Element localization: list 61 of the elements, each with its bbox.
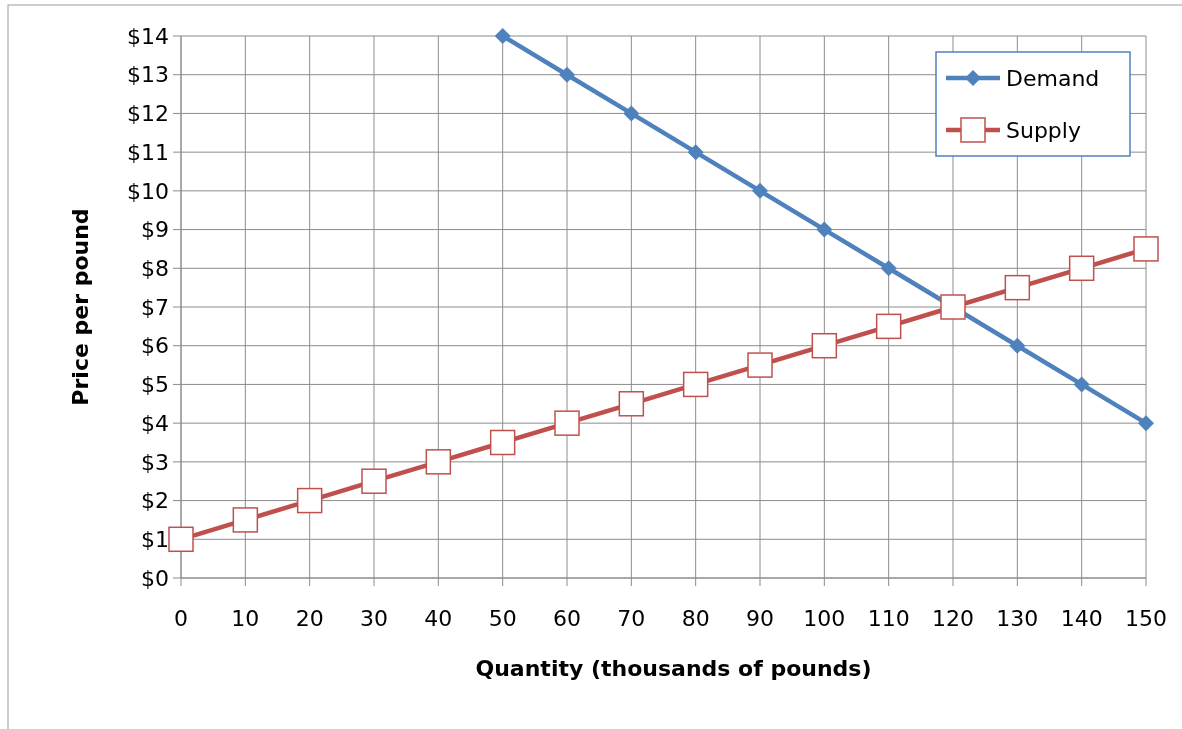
y-tick-label: $14 (127, 23, 169, 49)
x-tick-label: 90 (746, 606, 774, 631)
y-tick-label: $10 (127, 178, 169, 204)
point (1004, 274, 1031, 301)
y-tick-label: $5 (141, 372, 169, 398)
point (554, 410, 580, 436)
y-tick-label: $11 (127, 139, 169, 165)
y-tick-label: $8 (141, 255, 169, 281)
x-axis-title: Quantity (thousands of pounds) (475, 656, 872, 681)
point (623, 105, 640, 122)
point (1138, 415, 1154, 432)
y-tick-label: $7 (141, 294, 169, 320)
x-tick-label: 70 (617, 606, 646, 631)
point (361, 468, 387, 494)
x-tick-label: 100 (803, 606, 846, 631)
point (875, 313, 902, 340)
y-tick-label: $2 (141, 488, 169, 514)
point (747, 352, 773, 378)
x-tick-label: 120 (932, 606, 974, 631)
y-tick-label: $4 (141, 410, 169, 436)
x-tick-label: 10 (231, 606, 260, 631)
x-tick-label: 130 (996, 606, 1039, 631)
point (296, 487, 323, 514)
point (880, 260, 897, 277)
y-tick-label: $1 (141, 526, 169, 552)
point (559, 66, 575, 83)
y-tick-label: $9 (141, 217, 169, 243)
x-tick-label: 40 (424, 606, 453, 631)
point (682, 371, 709, 398)
x-tick-label: 80 (681, 606, 710, 631)
y-tick-label: $12 (127, 101, 169, 127)
point (232, 507, 259, 533)
point (1068, 255, 1095, 282)
point (168, 526, 194, 553)
y-tick-label: $3 (141, 449, 169, 475)
point (618, 391, 645, 417)
point (816, 221, 833, 238)
x-tick-label: 20 (295, 606, 324, 631)
y-tick-label: $0 (141, 565, 169, 591)
legend-label: Supply (1006, 117, 1081, 143)
point (940, 294, 966, 320)
point (1073, 376, 1090, 393)
x-tick-label: 150 (1125, 606, 1167, 631)
x-tick-label: 30 (360, 606, 388, 631)
x-tick-label: 0 (174, 606, 188, 631)
legend-label: Demand (1006, 65, 1100, 91)
point (811, 332, 838, 359)
point (494, 28, 511, 44)
y-axis-title: Price per pound (68, 208, 93, 406)
point (687, 144, 704, 161)
point (1133, 236, 1159, 262)
point (1009, 337, 1026, 354)
x-tick-label: 140 (1060, 606, 1103, 631)
x-tick-label: 50 (488, 606, 517, 631)
point (425, 449, 452, 475)
y-tick-label: $6 (141, 333, 169, 359)
point (752, 182, 768, 199)
point (489, 429, 516, 456)
x-tick-label: 60 (553, 606, 581, 631)
x-tick-label: 110 (867, 606, 910, 631)
y-tick-label: $13 (127, 62, 169, 88)
